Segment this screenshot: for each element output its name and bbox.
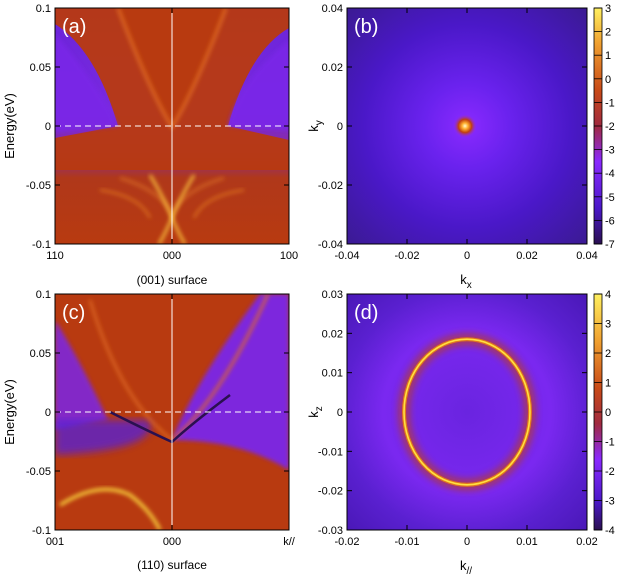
- panel-d-y-tick-label: -0.01: [318, 446, 343, 458]
- panel-d-x-label: k//: [460, 558, 472, 577]
- panel-c-y-tick-label: -0.1: [32, 525, 51, 537]
- panel-d-colorbar-tick-label: 2: [605, 348, 611, 360]
- panel-b-y-tick-label: -0.02: [318, 180, 343, 192]
- panel-c-x-tick-label: 000: [163, 536, 181, 548]
- panel-b-colorbar-tick-label: -7: [605, 239, 615, 251]
- panel-a-y-tick-label: 0: [45, 121, 51, 133]
- panel-b-colorbar-tick-label: -4: [605, 168, 615, 180]
- panel-d-colorbar-ticks: 4 3 2 1 0 -1 -2 -3 -4: [594, 289, 615, 537]
- panel-b-x-tick-label: -0.04: [334, 250, 359, 262]
- panel-b-x-tick-label: -0.02: [394, 250, 419, 262]
- panel-c-heatmap: [55, 294, 289, 530]
- panel-c-y-tick-label: 0.05: [30, 348, 51, 360]
- panel-d-x-tick-label: 0.01: [516, 536, 537, 548]
- panel-d-y-ticks: 0.03 0.02 0.01 0 -0.01 -0.02 -0.03: [318, 289, 587, 537]
- panel-b-colorbar-tick-label: -2: [605, 121, 615, 133]
- panel-c-y-tick-label: -0.05: [26, 466, 51, 478]
- panel-d-colorbar-tick-label: 0: [605, 407, 611, 419]
- panel-b-colorbar-tick-label: -3: [605, 145, 615, 157]
- panel-d-colorbar-tick-label: 3: [605, 319, 611, 331]
- panel-d-y-tick-label: -0.02: [318, 486, 343, 498]
- panel-a-x-tick-label: 110: [46, 250, 64, 262]
- panel-b-colorbar-ticks: 3 2 1 0 -1 -2 -3 -4 -5 -6 -7: [594, 3, 615, 251]
- panel-d-label: (d): [354, 302, 378, 324]
- panel-d-y-tick-label: 0.01: [322, 368, 343, 380]
- panel-b-x-tick-label: 0: [464, 250, 470, 262]
- panel-b-colorbar-tick-label: -5: [605, 192, 615, 204]
- panel-d-y-label: kz: [306, 406, 325, 418]
- panel-d-heatmap: [347, 294, 587, 530]
- panel-b-x-tick-label: 0.02: [516, 250, 537, 262]
- panel-a-y-tick-label: 0.1: [36, 3, 51, 15]
- panel-a-x-ticks: 110 000 100: [46, 8, 298, 262]
- panel-a-y-tick-label: -0.05: [26, 180, 51, 192]
- panel-b-x-tick-label: 0.04: [576, 250, 597, 262]
- panel-a-y-tick-label: -0.1: [32, 239, 51, 251]
- panel-c-label: (c): [62, 302, 85, 324]
- panel-d-x-tick-label: -0.02: [334, 536, 359, 548]
- panel-a-x-tick-label: 000: [163, 250, 181, 262]
- panel-c-x-ticks: 001 000 k//: [46, 294, 296, 548]
- panel-c-y-tick-label: 0: [45, 407, 51, 419]
- panel-c: (c) 0.1 0.05 0 -0.05 -0.1 001 000 k// Energy(e…: [2, 289, 296, 572]
- panel-d: (d) 0.030.020.010-0.01-0.02-0.03 -0.02 -0…: [306, 289, 615, 577]
- panel-d-colorbar-tick-label: -1: [605, 437, 615, 449]
- panel-b-x-label: kx: [460, 272, 472, 291]
- panel-d-colorbar-tick-label: 4: [605, 289, 611, 301]
- panel-b-y-ticks: 0.04 0.02 0 -0.02 -0.04: [318, 3, 587, 251]
- panel-d-y-tick-label: -0.03: [318, 525, 343, 537]
- panel-b-y-tick-label: 0.02: [322, 62, 343, 74]
- panel-d-colorbar-tick-label: -2: [605, 466, 615, 478]
- panel-d-colorbar-tick-label: 1: [605, 378, 611, 390]
- panel-c-y-ticks: 0.1 0.05 0 -0.05 -0.1: [26, 289, 289, 537]
- panel-d-x-tick-label: -0.01: [394, 536, 419, 548]
- panel-b-y-label: ky: [306, 120, 325, 132]
- panel-a-label: (a): [62, 16, 86, 38]
- panel-d-x-tick-label: 0.02: [576, 536, 597, 548]
- panel-d-y-tick-label: 0: [337, 407, 343, 419]
- panel-b-colorbar-tick-label: 1: [605, 50, 611, 62]
- panel-d-x-tick-label: 0: [464, 536, 470, 548]
- panel-b-colorbar-tick-label: -6: [605, 215, 615, 227]
- panel-d-y-tick-label: 0.03: [322, 289, 343, 301]
- panel-c-y-tick-label: 0.1: [36, 289, 51, 301]
- panel-d-colorbar-tick-label: -4: [605, 525, 615, 537]
- panel-a-y-ticks: 0.1 0.05 0 -0.05 -0.1: [26, 3, 289, 251]
- panel-b-spectral-point: [453, 114, 477, 138]
- panel-d-y-tick-label: 0.02: [322, 328, 343, 340]
- panel-c-y-label: Energy(eV): [2, 379, 17, 445]
- panel-b-x-ticks: -0.04 -0.02 0 0.02 0.04: [334, 8, 598, 262]
- panel-b-label: (b): [354, 16, 378, 38]
- panel-a-caption: (001) surface: [137, 273, 208, 287]
- panel-b-y-tick-label: 0.04: [322, 3, 343, 15]
- panel-b-y-tick-label: -0.04: [318, 239, 343, 251]
- panel-a: (a) 0.1 0.05 0 -0.05 -0.1 110 000 100 Energy(e…: [2, 3, 298, 287]
- panel-b-colorbar-tick-label: 3: [605, 3, 611, 15]
- panel-a-heatmap: [55, 8, 289, 244]
- panel-c-x-tick-label: 001: [46, 536, 64, 548]
- panel-c-x-tick-label: k//: [283, 536, 296, 548]
- panel-d-colorbar-tick-label: -3: [605, 496, 615, 508]
- panel-b-colorbar-tick-label: 2: [605, 27, 611, 39]
- panel-b-colorbar-tick-label: 0: [605, 74, 611, 86]
- panel-c-caption: (110) surface: [137, 558, 207, 572]
- panel-b-y-tick-label: 0: [337, 121, 343, 133]
- panel-b: (b) 0.040.020-0.02-0.04 -0.04 -0.02 0 0.02 0…: [306, 3, 615, 291]
- panel-a-y-label: Energy(eV): [2, 93, 17, 159]
- panel-b-colorbar-tick-label: -1: [605, 97, 615, 109]
- panel-a-x-tick-label: 100: [280, 250, 298, 262]
- panel-d-x-ticks: -0.02 -0.01 0 0.01 0.02: [334, 294, 598, 548]
- panel-a-y-tick-label: 0.05: [30, 62, 51, 74]
